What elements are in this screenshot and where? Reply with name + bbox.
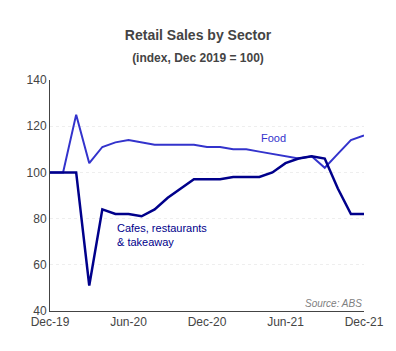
svg-text:Cafes, restaurants& takeaway: Cafes, restaurants& takeaway — [117, 222, 207, 248]
svg-text:100: 100 — [27, 166, 47, 180]
svg-text:80: 80 — [33, 212, 47, 226]
svg-text:60: 60 — [33, 258, 47, 272]
svg-text:(index, Dec 2019 = 100): (index, Dec 2019 = 100) — [132, 51, 264, 65]
svg-text:Dec-19: Dec-19 — [31, 315, 70, 329]
svg-text:Jun-20: Jun-20 — [110, 315, 147, 329]
svg-text:Food: Food — [261, 132, 286, 144]
svg-text:120: 120 — [27, 119, 47, 133]
svg-text:Dec-20: Dec-20 — [188, 315, 227, 329]
svg-text:Retail Sales by Sector: Retail Sales by Sector — [125, 27, 272, 43]
svg-text:Source: ABS: Source: ABS — [305, 298, 362, 309]
svg-text:40: 40 — [33, 304, 47, 318]
svg-text:Jun-21: Jun-21 — [267, 315, 304, 329]
svg-text:140: 140 — [27, 73, 47, 87]
svg-text:Dec-21: Dec-21 — [345, 315, 384, 329]
